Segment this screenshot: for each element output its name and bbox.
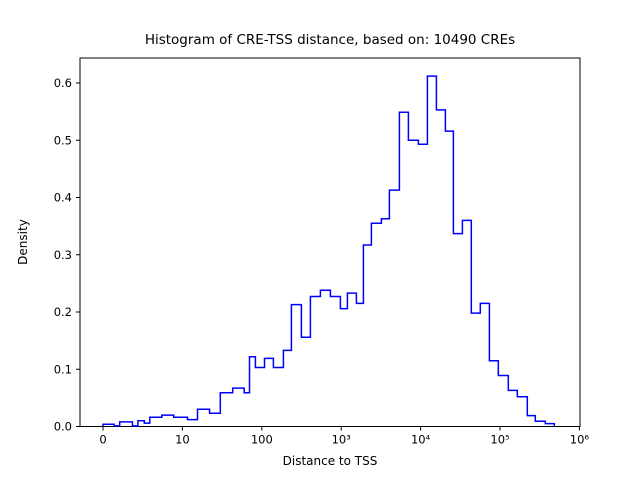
x-tick-label: 10⁵ (490, 433, 510, 447)
y-tick-label: 0.3 (54, 248, 72, 262)
x-axis-ticks: 0 10 100 10³ 10⁴ 10⁵ 10⁶ (99, 426, 590, 447)
y-tick-label: 0.2 (54, 305, 72, 319)
y-tick-label: 0.0 (54, 420, 72, 434)
x-tick-label: 0 (99, 433, 106, 447)
y-axis-label: Density (16, 219, 30, 265)
y-tick-label: 0.5 (54, 133, 72, 147)
y-tick-label: 0.1 (54, 362, 72, 376)
x-tick-label: 10 (175, 433, 190, 447)
histogram-step-line (102, 75, 556, 427)
plot-area (79, 57, 581, 427)
x-axis-label: Distance to TSS (283, 454, 378, 468)
y-tick-label: 0.6 (54, 76, 72, 90)
y-tick-label: 0.4 (54, 191, 72, 205)
chart-title: Histogram of CRE-TSS distance, based on:… (145, 32, 515, 48)
y-axis-ticks: 0.0 0.1 0.2 0.3 0.4 0.5 0.6 (54, 76, 80, 434)
x-tick-label: 10⁶ (570, 433, 590, 447)
x-tick-label: 10⁴ (411, 433, 431, 447)
x-tick-label: 10³ (332, 433, 352, 447)
x-tick-label: 100 (251, 433, 273, 447)
